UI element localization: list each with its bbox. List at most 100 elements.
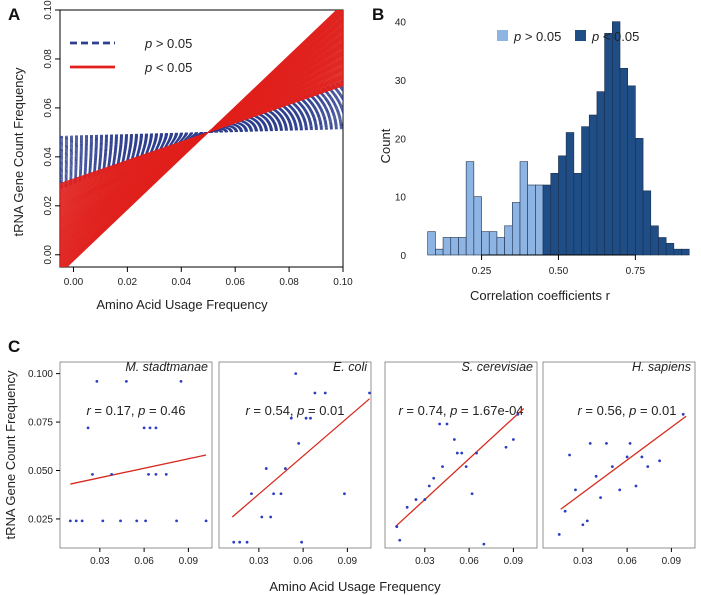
data-point <box>147 472 150 476</box>
subplot-frame <box>59 361 213 549</box>
stat-part: p <box>628 403 636 418</box>
panel-b-y-tick-label: 0 <box>400 251 406 262</box>
data-point <box>605 441 608 445</box>
line-p-gt-005 <box>60 102 343 166</box>
data-point <box>432 476 436 480</box>
hist-bar-sig <box>658 237 667 256</box>
data-point <box>625 455 629 459</box>
panel-a-line-group <box>60 10 343 267</box>
hist-bar-sig <box>627 85 636 256</box>
data-point <box>125 379 128 383</box>
line-p-gt-005 <box>60 90 343 179</box>
data-point <box>594 474 598 478</box>
panel-a-y-tick-label: 0.04 <box>43 147 54 167</box>
data-point <box>658 459 661 463</box>
data-point <box>475 451 478 455</box>
stat-annotation: r = 0.17, p = 0.46 <box>86 403 185 418</box>
panel-b-y-tick-label: 40 <box>395 18 407 29</box>
panel-a-x-tick-label: 0.00 <box>64 277 84 288</box>
data-point <box>204 519 208 523</box>
data-point <box>279 492 283 496</box>
data-point <box>289 416 293 420</box>
data-point <box>574 488 577 492</box>
data-point <box>175 519 178 523</box>
data-point <box>585 519 589 523</box>
panel-b-x-title: Correlation coefficients r <box>470 288 611 303</box>
stat-annotation: r = 0.56, p = 0.01 <box>577 403 676 418</box>
panel-a-y-ticks: 0.00 0.02 0.04 0.06 0.08 0.10 <box>43 0 60 264</box>
data-point <box>563 509 567 513</box>
fit-line <box>231 398 370 518</box>
subplot-x-tick-label: 0.09 <box>662 556 682 567</box>
data-point <box>445 422 449 426</box>
data-point <box>455 451 459 455</box>
data-point <box>441 465 444 469</box>
hist-bar-ns <box>496 237 505 256</box>
line-p-gt-005 <box>60 108 343 159</box>
line-p-gt-005 <box>60 109 343 158</box>
data-point <box>304 416 308 420</box>
panel-a-x-ticks: 0.00 0.02 0.04 0.06 0.08 0.10 <box>64 267 353 288</box>
hist-bar-sig <box>588 114 598 256</box>
hist-bar-sig <box>681 248 690 256</box>
line-p-gt-005 <box>60 111 343 155</box>
hist-bar-ns <box>512 202 521 256</box>
stat-part: = 0.54, <box>250 403 297 418</box>
line-p-gt-005 <box>60 105 343 162</box>
stat-part: = 0.74, <box>403 403 450 418</box>
data-point <box>681 412 685 416</box>
data-point <box>135 519 139 523</box>
data-point <box>272 492 276 496</box>
data-point <box>179 379 183 383</box>
data-point <box>313 391 317 395</box>
stat-annotation: r = 0.74, p = 1.67e-04 <box>398 403 523 418</box>
subplot-frame <box>218 361 372 549</box>
subplot-m-stadtmanae: M. stadtmanae r = 0.17, p = 0.46 0.03 0.06 0… <box>59 360 213 567</box>
subplot-h-sapiens: H. sapiens r = 0.56, p = 0.01 0.03 0.06 0.09 <box>542 360 696 567</box>
panel-a: A 0.00 0.02 0.04 0.06 0.08 0.10 0.000.020.040… <box>8 0 353 312</box>
hist-bar-ns <box>519 161 528 256</box>
hist-bar-sig <box>665 243 675 256</box>
data-point <box>438 422 442 426</box>
legend-b-sig-swatch <box>575 30 586 41</box>
hist-bar-sig <box>558 155 567 256</box>
subplot-e-coli: E. coli r = 0.54, p = 0.01 0.03 0.06 0.09 <box>218 360 372 567</box>
subplot-x-tick-label: 0.06 <box>134 556 154 567</box>
panel-b-x-tick-label: 0.50 <box>549 266 569 277</box>
hist-bar-ns <box>458 237 467 256</box>
stat-part: r <box>577 403 582 418</box>
data-point <box>581 523 585 527</box>
data-point <box>95 379 99 383</box>
panel-a-y-tick-label: 0.00 <box>43 245 54 265</box>
species-name: S. cerevisiae <box>461 360 533 374</box>
stat-part: = 0.46 <box>145 403 185 418</box>
data-point <box>470 492 474 496</box>
hist-bar-ns <box>427 231 436 256</box>
data-point <box>405 505 409 509</box>
panel-label-a: A <box>8 5 20 24</box>
data-point <box>460 451 464 455</box>
panel-a-x-tick-label: 0.04 <box>172 277 192 288</box>
hist-bar-ns <box>442 237 452 256</box>
data-point <box>144 519 147 523</box>
panel-c-subplots: M. stadtmanae r = 0.17, p = 0.46 0.03 0.06 0… <box>59 360 696 567</box>
species-name: H. sapiens <box>632 360 691 374</box>
subplot-x-tick-label: 0.03 <box>415 556 435 567</box>
data-point <box>142 426 146 430</box>
stat-part: = 0.56, <box>582 403 629 418</box>
hist-bar-sig <box>573 173 582 256</box>
data-point <box>91 472 94 476</box>
data-point <box>164 472 168 476</box>
data-point <box>646 465 650 469</box>
data-point <box>427 484 431 488</box>
panel-b-x-tick-label: 0.75 <box>626 266 646 277</box>
subplot-x-tick-label: 0.06 <box>617 556 637 567</box>
data-point <box>86 426 90 430</box>
subplot-x-tick-label: 0.09 <box>338 556 358 567</box>
hist-bar-ns <box>488 231 498 256</box>
panel-c-y-title: tRNA Gene Count Frequency <box>3 370 18 540</box>
data-point <box>294 372 298 376</box>
hist-bar-sig <box>650 225 659 256</box>
panel-a-y-tick-label: 0.08 <box>43 49 54 69</box>
